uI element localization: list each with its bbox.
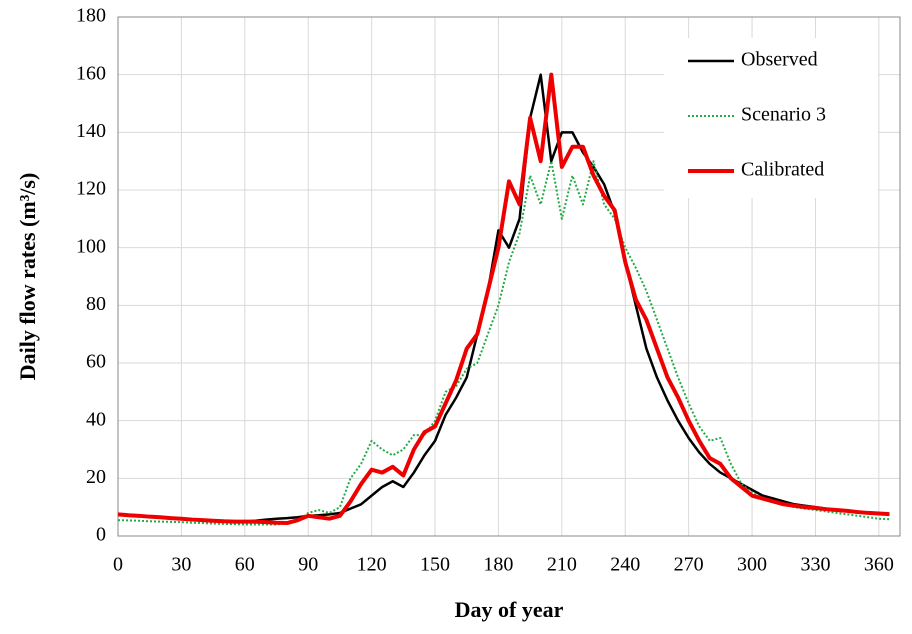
x-tick-label: 90	[298, 554, 318, 576]
y-tick-label: 0	[96, 524, 106, 546]
x-tick-label: 60	[235, 554, 255, 576]
series-line	[117, 160, 890, 526]
y-tick-label: 120	[76, 178, 106, 200]
x-tick-label: 120	[357, 554, 387, 576]
y-tick-label: 160	[76, 62, 106, 84]
x-tick-label: 0	[113, 554, 123, 576]
y-tick-label: 60	[86, 351, 106, 373]
series-line	[117, 72, 890, 526]
y-axis-label: Daily flow rates (m³/s)	[15, 173, 40, 381]
y-tick-label: 180	[76, 5, 106, 27]
x-tick-label: 180	[483, 554, 513, 576]
y-tick-label: 20	[86, 466, 106, 488]
legend-label: Calibrated	[741, 159, 824, 181]
x-tick-label: 330	[800, 554, 830, 576]
x-tick-label: 300	[737, 554, 767, 576]
x-tick-label: 30	[171, 554, 191, 576]
x-axis-label: Day of year	[455, 597, 564, 622]
x-tick-label: 210	[547, 554, 577, 576]
legend-label: Scenario 3	[741, 104, 826, 126]
legend-label: Observed	[741, 49, 818, 71]
y-tick-label: 80	[86, 293, 106, 315]
y-tick-label: 140	[76, 120, 106, 142]
plot-frame	[117, 16, 901, 537]
x-tick-label: 360	[864, 554, 894, 576]
y-tick-label: 100	[76, 235, 106, 257]
x-tick-label: 150	[420, 554, 450, 576]
x-tick-label: 240	[610, 554, 640, 576]
x-tick-label: 270	[674, 554, 704, 576]
y-tick-label: 40	[86, 408, 106, 430]
